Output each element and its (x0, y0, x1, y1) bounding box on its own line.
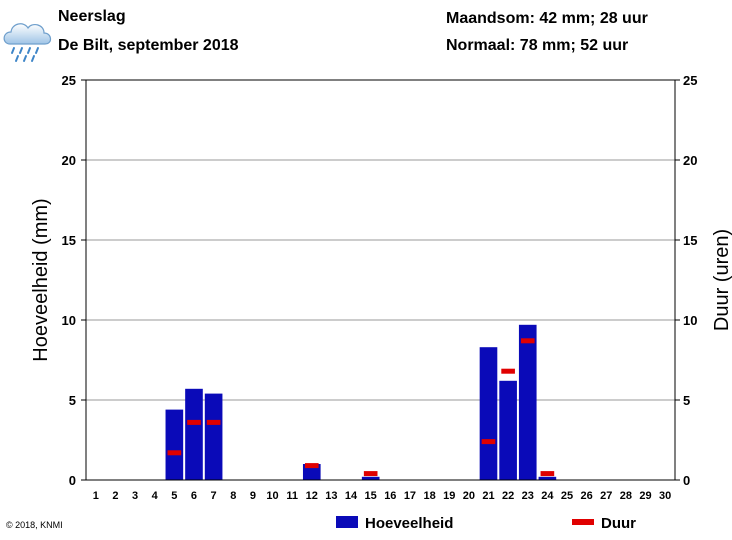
y-tick-label: 0 (69, 473, 76, 488)
x-tick-label: 29 (639, 490, 651, 502)
x-tick-label: 18 (423, 490, 435, 502)
y-tick-label: 15 (62, 233, 76, 248)
amount-bar (185, 388, 203, 480)
y2-tick-label: 25 (683, 73, 697, 88)
x-tick-label: 17 (404, 490, 416, 502)
rain-cloud-icon (0, 10, 58, 68)
x-tick-label: 5 (171, 490, 177, 502)
x-tick-label: 4 (152, 490, 159, 502)
copyright-notice: © 2018, KNMI (6, 520, 63, 530)
y2-tick-label: 5 (683, 393, 690, 408)
amount-bar (204, 393, 223, 480)
duration-marker (167, 450, 182, 456)
legend-swatch-duration (572, 519, 594, 525)
x-tick-label: 16 (384, 490, 396, 502)
chart-subtitle: De Bilt, september 2018 (58, 37, 239, 54)
x-tick-label: 6 (191, 490, 197, 502)
duration-marker (187, 419, 201, 425)
legend-label-duration: Duur (601, 515, 636, 532)
x-tick-label: 12 (306, 490, 318, 502)
duration-marker (520, 338, 535, 344)
duration-marker (481, 439, 496, 445)
chart-title: Neerslag (58, 8, 126, 25)
x-tick-label: 13 (325, 490, 337, 502)
x-tick-label: 7 (211, 490, 217, 502)
x-tick-label: 28 (620, 490, 632, 502)
y2-axis-label: Duur (uren) (711, 229, 732, 331)
x-tick-label: 19 (443, 490, 455, 502)
legend-swatch-amount (336, 516, 358, 528)
x-tick-label: 27 (600, 490, 612, 502)
x-tick-label: 2 (112, 490, 118, 502)
x-tick-label: 8 (230, 490, 236, 502)
duration-marker (304, 463, 319, 469)
x-tick-label: 10 (266, 490, 278, 502)
amount-bar (518, 324, 537, 480)
y-tick-label: 10 (62, 313, 76, 328)
amount-bar (499, 380, 517, 480)
y-tick-label: 25 (62, 73, 76, 88)
x-tick-label: 3 (132, 490, 138, 502)
duration-marker (363, 471, 378, 477)
x-tick-label: 23 (522, 490, 534, 502)
x-tick-label: 21 (482, 490, 494, 502)
y2-tick-label: 10 (683, 313, 697, 328)
x-tick-label: 24 (541, 490, 554, 502)
y-axis-label: Hoeveelheid (mm) (30, 198, 52, 361)
duration-marker (206, 419, 221, 425)
amount-bar (361, 476, 380, 480)
amount-bar (538, 476, 557, 480)
plot-frame (85, 79, 676, 481)
x-tick-label: 1 (93, 490, 99, 502)
amount-bar (165, 409, 184, 480)
duration-marker (501, 368, 515, 374)
duration-marker (540, 471, 555, 477)
x-tick-label: 25 (561, 490, 573, 502)
x-tick-label: 20 (463, 490, 475, 502)
normal-label: Normaal: 78 mm; 52 uur (446, 37, 629, 54)
y2-tick-label: 0 (683, 473, 690, 488)
month-sum-label: Maandsom: 42 mm; 28 uur (446, 10, 648, 27)
x-tick-label: 26 (581, 490, 593, 502)
x-tick-label: 11 (286, 490, 298, 502)
y2-tick-label: 15 (683, 233, 697, 248)
x-tick-label: 15 (365, 490, 377, 502)
y-tick-label: 20 (62, 153, 76, 168)
x-tick-label: 22 (502, 490, 514, 502)
x-tick-label: 9 (250, 490, 256, 502)
x-tick-label: 30 (659, 490, 671, 502)
legend-label-amount: Hoeveelheid (365, 515, 453, 532)
y2-tick-label: 20 (683, 153, 697, 168)
y-tick-label: 5 (69, 393, 76, 408)
x-tick-label: 14 (345, 490, 358, 502)
amount-bar (479, 347, 498, 480)
